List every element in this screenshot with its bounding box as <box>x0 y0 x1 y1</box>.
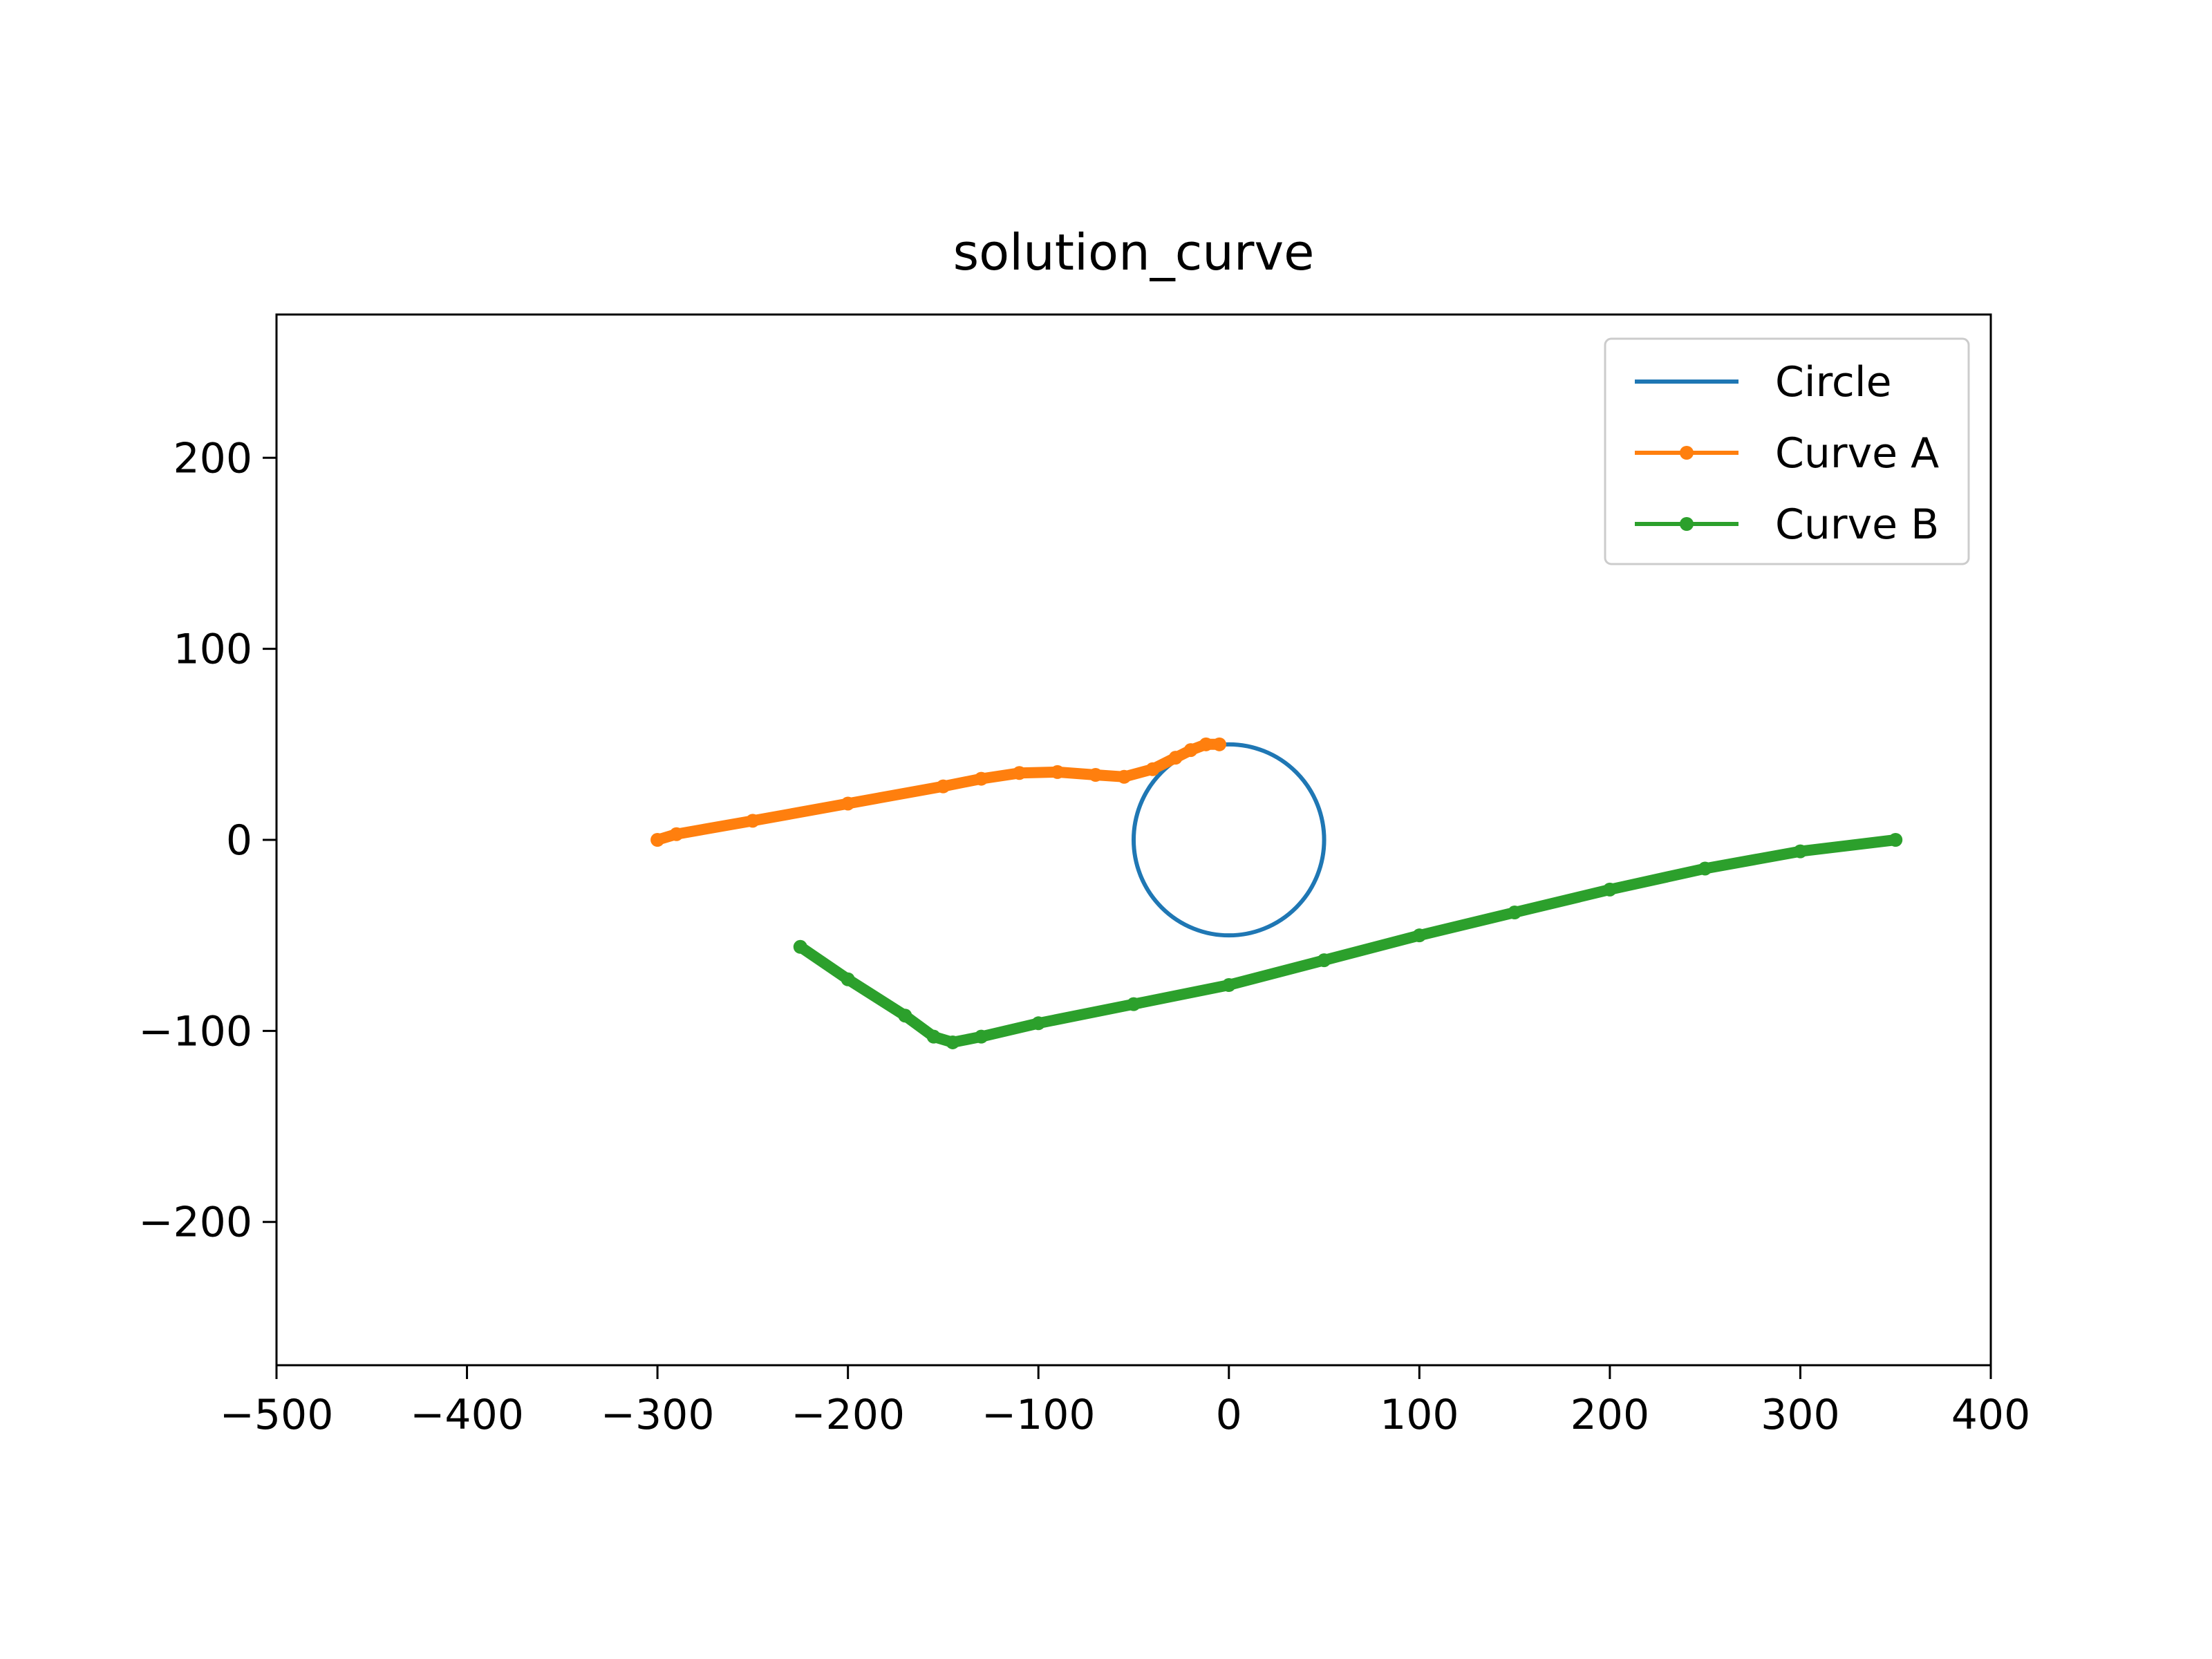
plot-area <box>650 737 1903 1049</box>
y-tick-label: −100 <box>138 1007 252 1056</box>
axes-frame <box>275 313 1992 1367</box>
legend: Circle Curve A Curve B <box>1604 337 1970 565</box>
curve-b-point <box>1031 1016 1046 1031</box>
curve-a-point <box>1183 743 1198 758</box>
circle-line <box>1132 742 1327 938</box>
legend-label-curve-b: Curve B <box>1775 500 1939 549</box>
curve-a-point <box>841 796 855 811</box>
curve-b-point <box>1317 953 1331 968</box>
legend-box <box>1604 337 1970 565</box>
curve-b-point <box>1888 833 1903 847</box>
curve-b-point <box>841 972 855 986</box>
legend-label-curve-a: Curve A <box>1775 429 1939 478</box>
curve-b-point <box>1602 882 1617 897</box>
curve-a-point <box>669 827 684 841</box>
curve-a-point <box>1168 751 1183 765</box>
curve-b-point <box>1793 844 1808 859</box>
curve-b-point <box>926 1029 941 1044</box>
y-tick-label: −200 <box>138 1199 252 1247</box>
legend-marker-curve-a <box>1680 446 1694 460</box>
curve-b-point <box>1698 861 1712 876</box>
curve-a-point <box>650 833 665 847</box>
legend-item-curve-b: Curve B <box>1635 500 1939 549</box>
curve-a-point <box>1012 766 1027 780</box>
curve-b-point <box>1221 978 1236 993</box>
curve-b-point <box>793 939 807 954</box>
curve-a-point <box>974 771 988 786</box>
chart-title: solution_curve <box>953 223 1315 281</box>
curve-a-point <box>1088 768 1103 782</box>
curve-a-point <box>1117 769 1132 784</box>
x-tick-label: 400 <box>1951 1391 2031 1439</box>
x-tick-label: −100 <box>982 1391 1096 1439</box>
legend-marker-curve-b <box>1680 517 1694 531</box>
legend-item-curve-a: Curve A <box>1635 429 1939 478</box>
x-tick-label: 300 <box>1761 1391 1840 1439</box>
legend-label-circle: Circle <box>1775 358 1892 406</box>
curve-b-line <box>794 834 1902 1048</box>
y-tick-label: 0 <box>226 816 252 865</box>
curve-b-point <box>946 1035 960 1049</box>
curve-a-point <box>745 814 760 828</box>
y-tick-label: 100 <box>173 626 252 674</box>
curve-b-point <box>974 1029 988 1044</box>
x-tick-label: 200 <box>1571 1391 1650 1439</box>
axes-ticks: −500 −400 −300 −200 −100 0 100 200 300 400 200 100 0… <box>138 434 2030 1439</box>
curve-a-point <box>1145 762 1160 776</box>
curve-a-point <box>1212 737 1226 751</box>
curve-b-point <box>1508 906 1522 920</box>
y-tick-label: 200 <box>173 434 252 482</box>
x-tick-label: −300 <box>601 1391 715 1439</box>
curve-b-point <box>898 1009 912 1023</box>
x-tick-label: −500 <box>220 1391 334 1439</box>
curve-a-point <box>1199 737 1213 751</box>
legend-item-circle: Circle <box>1635 358 1892 406</box>
curve-a-point <box>1050 765 1065 779</box>
curve-b-point <box>1127 997 1141 1011</box>
x-tick-label: −200 <box>791 1391 905 1439</box>
x-tick-label: 0 <box>1216 1391 1242 1439</box>
curve-a-point <box>936 779 950 794</box>
curve-b-point <box>1412 928 1427 943</box>
x-tick-label: −400 <box>410 1391 524 1439</box>
x-tick-label: 100 <box>1380 1391 1459 1439</box>
